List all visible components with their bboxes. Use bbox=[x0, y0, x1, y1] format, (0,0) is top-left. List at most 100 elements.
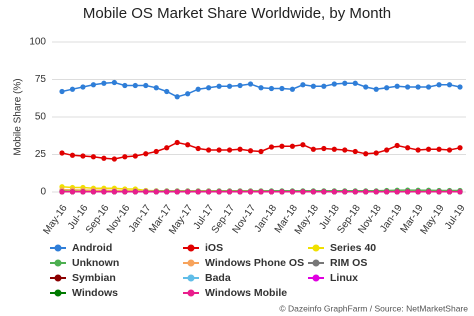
data-point bbox=[352, 189, 358, 195]
legend-marker bbox=[187, 244, 195, 252]
data-point bbox=[132, 82, 138, 89]
data-point bbox=[59, 88, 65, 95]
data-point bbox=[164, 189, 170, 195]
data-point bbox=[310, 83, 316, 89]
data-point bbox=[69, 189, 76, 195]
data-point bbox=[363, 189, 369, 195]
legend-marker bbox=[187, 289, 195, 297]
x-tick-label: Nov-16 bbox=[105, 203, 133, 236]
data-point bbox=[174, 189, 180, 195]
y-tick-label: 100 bbox=[29, 37, 46, 48]
legend-marker bbox=[187, 259, 195, 267]
data-point bbox=[321, 145, 327, 152]
data-point bbox=[310, 146, 316, 152]
data-point bbox=[384, 147, 390, 153]
data-point bbox=[457, 84, 463, 90]
legend-label: Windows Phone OS bbox=[205, 257, 304, 269]
data-point bbox=[80, 84, 86, 90]
data-point bbox=[122, 154, 128, 160]
y-tick-label: 25 bbox=[35, 149, 47, 160]
legend-label: Unknown bbox=[72, 257, 119, 269]
data-point bbox=[69, 86, 76, 92]
data-point bbox=[153, 148, 159, 155]
data-point bbox=[384, 85, 390, 91]
data-point bbox=[185, 91, 191, 97]
data-point bbox=[415, 84, 421, 90]
data-point bbox=[164, 88, 170, 95]
data-point bbox=[258, 148, 264, 155]
data-point bbox=[289, 86, 296, 92]
data-point bbox=[122, 189, 128, 195]
data-point bbox=[268, 144, 275, 150]
legend-label: Symbian bbox=[72, 272, 116, 284]
data-point bbox=[425, 146, 432, 152]
data-point bbox=[342, 147, 348, 153]
data-point bbox=[90, 82, 97, 88]
data-point bbox=[111, 189, 117, 195]
data-point bbox=[436, 82, 442, 88]
data-point bbox=[195, 145, 201, 152]
data-point bbox=[352, 80, 358, 86]
data-point bbox=[363, 84, 369, 90]
data-point bbox=[237, 146, 243, 152]
y-tick-label: 50 bbox=[35, 112, 47, 123]
data-point bbox=[258, 85, 264, 91]
data-point bbox=[132, 189, 138, 195]
chart-title: Mobile OS Market Share Worldwide, by Mon… bbox=[83, 5, 391, 22]
data-point bbox=[69, 152, 76, 158]
data-point bbox=[216, 83, 222, 89]
data-point bbox=[143, 82, 149, 89]
data-point bbox=[143, 151, 149, 157]
legend-marker bbox=[54, 274, 62, 282]
x-tick-label: Jul-19 bbox=[443, 203, 468, 232]
data-point bbox=[216, 189, 222, 195]
data-point bbox=[174, 94, 180, 100]
data-point bbox=[122, 82, 128, 89]
data-point bbox=[436, 146, 442, 152]
legend-marker bbox=[54, 244, 62, 252]
legend-label: RIM OS bbox=[330, 257, 367, 269]
data-point bbox=[446, 189, 453, 195]
data-point bbox=[279, 85, 285, 92]
data-point bbox=[425, 189, 432, 195]
data-point bbox=[195, 86, 201, 92]
data-point bbox=[206, 85, 212, 91]
data-point bbox=[59, 150, 65, 156]
data-point bbox=[300, 82, 306, 88]
data-point bbox=[405, 84, 411, 90]
data-point bbox=[446, 147, 453, 153]
data-point bbox=[143, 189, 149, 195]
data-point bbox=[342, 189, 348, 195]
legend-marker bbox=[312, 259, 320, 267]
data-point bbox=[90, 154, 97, 160]
legend-label: Linux bbox=[330, 272, 358, 284]
data-point bbox=[132, 153, 138, 159]
legend-label: Bada bbox=[205, 272, 231, 284]
legend-label: Windows Mobile bbox=[205, 287, 287, 299]
data-point bbox=[195, 189, 201, 195]
data-point bbox=[247, 189, 254, 195]
data-point bbox=[342, 80, 348, 86]
data-point bbox=[185, 142, 191, 148]
data-point bbox=[352, 148, 358, 155]
data-point bbox=[164, 145, 170, 151]
data-point bbox=[373, 189, 379, 195]
data-point bbox=[415, 147, 421, 153]
data-point bbox=[279, 189, 285, 195]
data-point bbox=[321, 189, 327, 195]
data-point bbox=[90, 189, 97, 195]
legend-marker bbox=[54, 289, 62, 297]
data-point bbox=[373, 86, 379, 92]
legend-marker bbox=[187, 274, 195, 282]
data-point bbox=[101, 155, 107, 161]
data-point bbox=[111, 79, 117, 86]
data-point bbox=[101, 80, 107, 86]
x-tick-label: May-16 bbox=[41, 203, 69, 237]
data-point bbox=[206, 189, 212, 195]
data-point bbox=[237, 82, 243, 89]
legend-marker bbox=[312, 274, 320, 282]
legend-label: iOS bbox=[205, 242, 223, 254]
source-note: © Dazeinfo GraphFarm / Source: NetMarket… bbox=[279, 303, 468, 313]
data-point bbox=[80, 189, 86, 195]
data-point bbox=[331, 189, 337, 195]
